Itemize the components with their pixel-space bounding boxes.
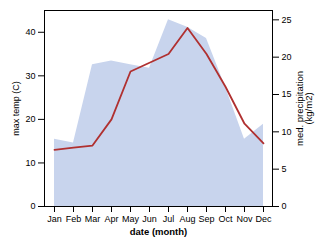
svg-text:med. precipitation(kg/m2): med. precipitation(kg/m2)	[294, 71, 315, 146]
svg-text:0: 0	[30, 201, 35, 211]
svg-text:Jan: Jan	[47, 214, 62, 224]
svg-text:Feb: Feb	[66, 214, 82, 224]
svg-text:30: 30	[25, 71, 35, 81]
svg-text:Sep: Sep	[198, 214, 214, 224]
svg-text:25: 25	[282, 15, 292, 25]
svg-text:May: May	[122, 214, 140, 224]
svg-text:10: 10	[25, 158, 35, 168]
svg-text:Aug: Aug	[179, 214, 195, 224]
svg-text:Dec: Dec	[255, 214, 272, 224]
svg-text:40: 40	[25, 27, 35, 37]
svg-text:Apr: Apr	[104, 214, 118, 224]
svg-text:Jun: Jun	[142, 214, 157, 224]
svg-text:20: 20	[282, 52, 292, 62]
svg-text:date (month): date (month)	[130, 226, 188, 237]
svg-text:5: 5	[282, 164, 287, 174]
svg-text:Jul: Jul	[163, 214, 175, 224]
svg-text:Mar: Mar	[85, 214, 101, 224]
svg-text:0: 0	[282, 201, 287, 211]
svg-text:10: 10	[282, 127, 292, 137]
svg-text:Nov: Nov	[236, 214, 253, 224]
svg-text:max temp (C): max temp (C)	[11, 81, 21, 136]
svg-text:15: 15	[282, 89, 292, 99]
svg-text:Oct: Oct	[218, 214, 233, 224]
svg-text:20: 20	[25, 114, 35, 124]
